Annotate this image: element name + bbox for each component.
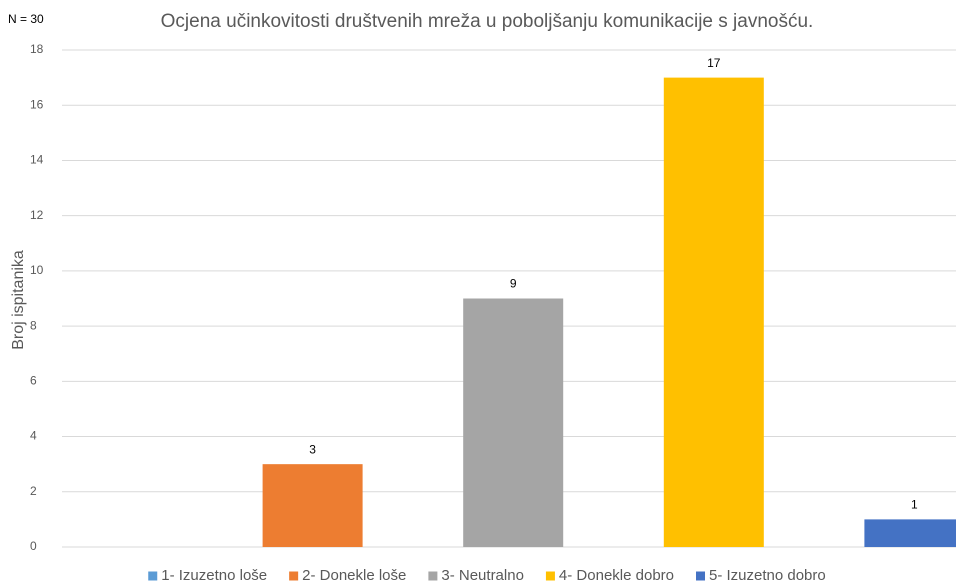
legend-label: 3- Neutralno <box>441 567 524 584</box>
bar <box>663 77 764 547</box>
y-tick-label: 4 <box>30 429 37 443</box>
chart-title: Ocjena učinkovitosti društvenih mreža u … <box>161 11 814 32</box>
y-tick-label: 8 <box>30 318 37 332</box>
legend-label: 1- Izuzetno loše <box>161 567 267 584</box>
y-tick-label: 18 <box>30 42 44 56</box>
bar <box>262 464 363 547</box>
y-tick-label: 14 <box>30 153 44 167</box>
legend-swatch <box>428 571 438 581</box>
y-tick-label: 12 <box>30 208 44 222</box>
legend-swatch <box>289 571 299 581</box>
legend-label: 2- Donekle loše <box>302 567 406 584</box>
y-tick-label: 2 <box>30 484 37 498</box>
data-label: 3 <box>309 442 316 456</box>
y-tick-label: 16 <box>30 97 44 111</box>
data-label: 17 <box>707 56 721 70</box>
data-label: 9 <box>510 277 517 291</box>
y-axis-label: Broj ispitanika <box>10 250 27 350</box>
y-tick-label: 10 <box>30 263 44 277</box>
legend-swatch <box>148 571 158 581</box>
legend-swatch <box>545 571 555 581</box>
legend-label: 5- Izuzetno dobro <box>709 567 826 584</box>
sample-size: N = 30 <box>8 12 44 26</box>
data-label: 1 <box>911 498 918 512</box>
legend-label: 4- Donekle dobro <box>559 567 674 584</box>
y-tick-label: 6 <box>30 374 37 388</box>
legend-swatch <box>696 571 706 581</box>
bar <box>864 519 956 547</box>
y-tick-label: 0 <box>30 539 37 553</box>
bar <box>463 298 564 547</box>
